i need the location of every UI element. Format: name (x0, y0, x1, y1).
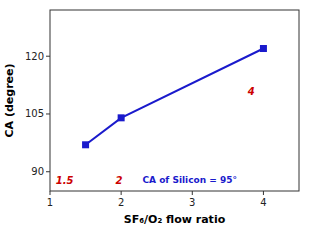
annotation: CA of Silicon = 95° (142, 175, 236, 185)
y-tick-label: 105 (25, 108, 44, 119)
y-tick (46, 171, 50, 172)
annotation: 1.5 (56, 175, 74, 186)
x-tick-label: 2 (118, 197, 124, 208)
x-tick (192, 191, 193, 195)
chart: 1 2 3 4 90 105 120 SF₆/O₂ flow ratio CA (degree)… (0, 0, 309, 229)
data-line (86, 49, 264, 145)
plot-frame (50, 10, 299, 191)
y-tick-label: 120 (25, 51, 44, 62)
x-tick (263, 191, 264, 195)
y-tick (46, 56, 50, 57)
data-marker (118, 114, 125, 121)
x-tick-label: 4 (260, 197, 266, 208)
y-tick-label: 90 (31, 166, 44, 177)
x-tick-label: 3 (189, 197, 195, 208)
plot-area (82, 45, 267, 148)
x-tick (121, 191, 122, 195)
x-tick (50, 191, 51, 195)
y-axis-label: CA (degree) (3, 63, 16, 137)
x-tick-label: 1 (47, 197, 53, 208)
y-tick (46, 113, 50, 114)
annotation: 2 (115, 175, 122, 186)
data-marker (260, 45, 267, 52)
data-marker (82, 141, 89, 148)
x-axis-label: SF₆/O₂ flow ratio (124, 213, 226, 226)
annotation: 4 (247, 86, 255, 97)
